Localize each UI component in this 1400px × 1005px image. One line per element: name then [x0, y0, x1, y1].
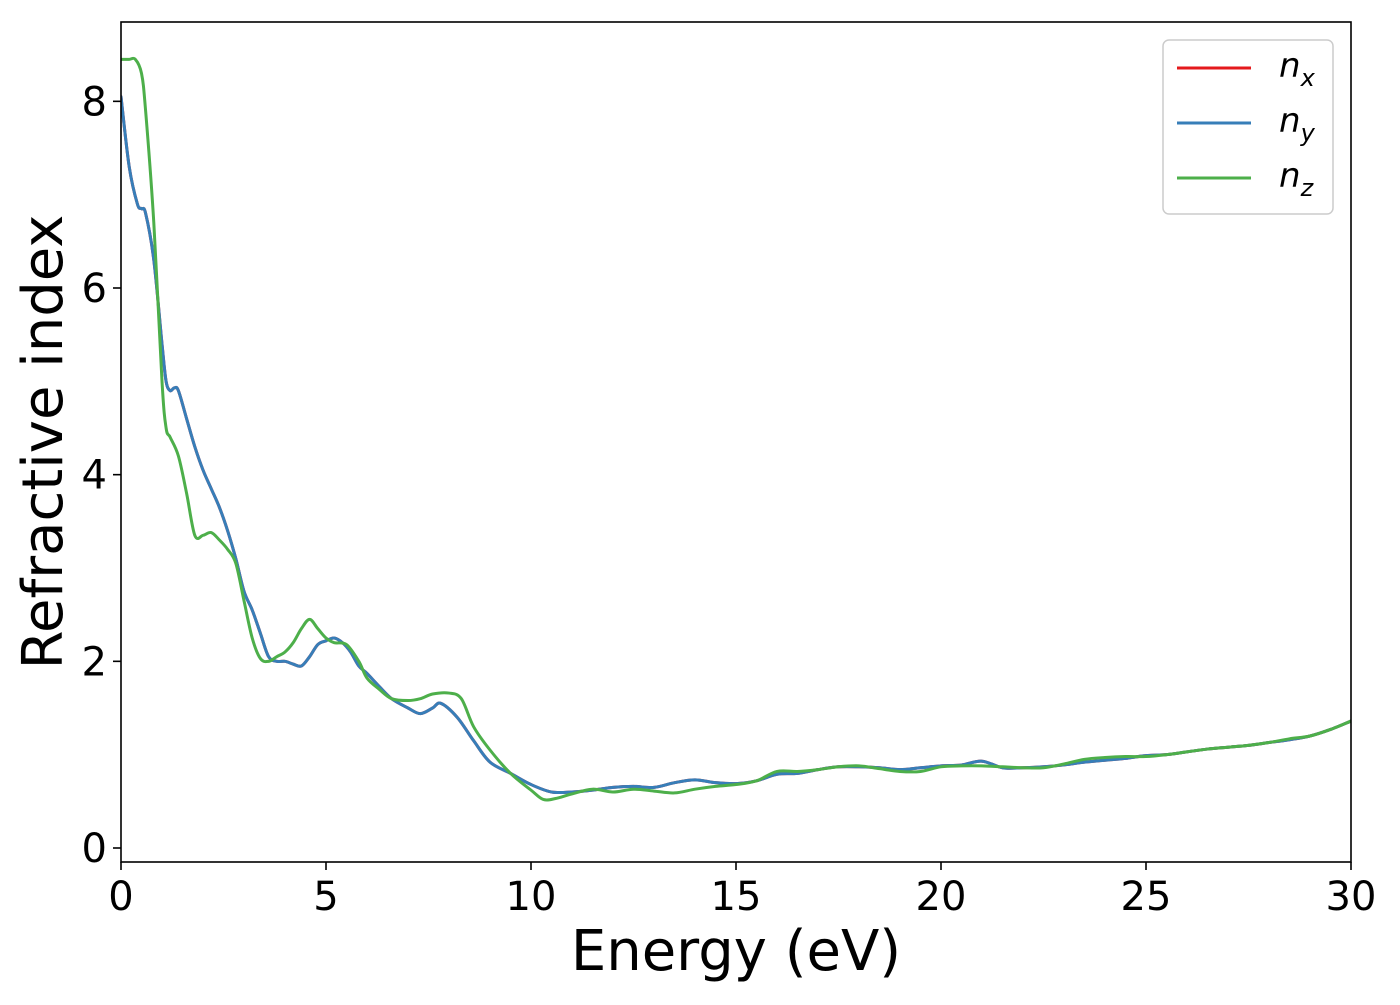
legend-label-n-x: nx: [1279, 46, 1316, 92]
x-tick-label: 25: [1121, 874, 1172, 920]
x-tick-label: 10: [506, 874, 557, 920]
y-tick-label: 0: [82, 826, 107, 872]
x-axis-ticks: 0 5 10 15 20 25 30: [108, 862, 1376, 920]
x-tick-label: 20: [916, 874, 967, 920]
legend-label-n-z: nz: [1279, 156, 1315, 202]
y-axis-label: Refractive index: [11, 215, 76, 670]
y-tick-label: 6: [82, 266, 107, 312]
y-axis-ticks: 0 2 4 6 8: [82, 79, 121, 872]
x-tick-label: 15: [711, 874, 762, 920]
plot-lines: [121, 56, 1351, 802]
legend-label-n-y: ny: [1279, 101, 1316, 147]
series-line-n-z: [121, 56, 1351, 802]
x-axis-label: Energy (eV): [571, 919, 901, 984]
y-tick-label: 8: [82, 79, 107, 125]
x-tick-label: 0: [108, 874, 133, 920]
y-tick-label: 4: [82, 453, 107, 499]
x-tick-label: 30: [1326, 874, 1377, 920]
legend-frame: [1162, 39, 1334, 215]
x-tick-label: 5: [313, 874, 338, 920]
y-tick-label: 2: [82, 639, 107, 685]
legend: nx ny nz: [1162, 39, 1334, 215]
